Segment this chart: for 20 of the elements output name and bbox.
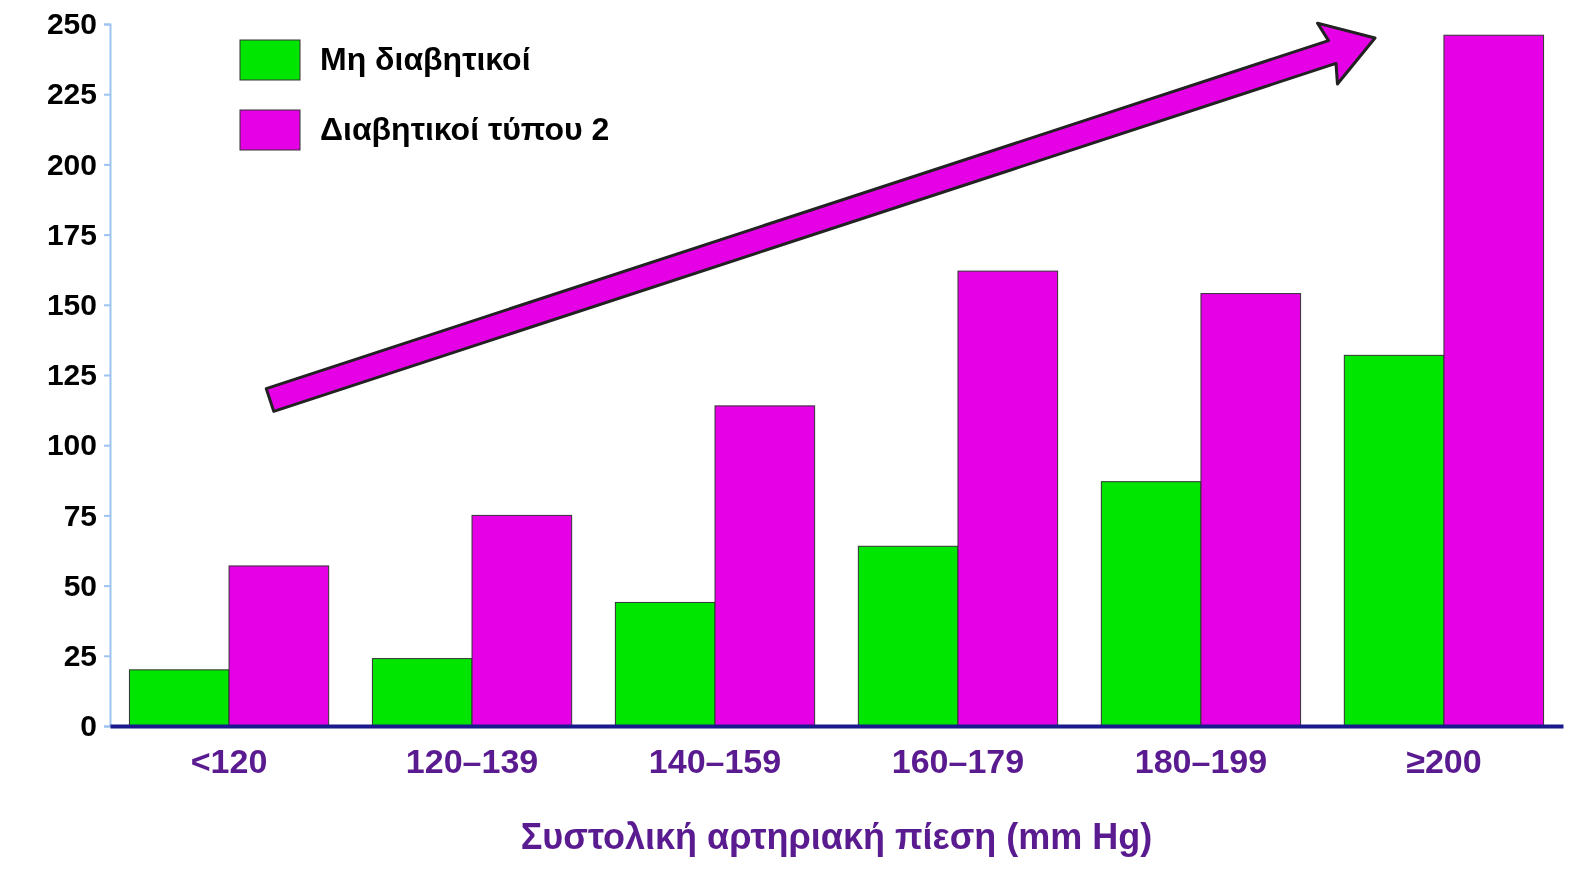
x-tick-label: 160–179: [891, 742, 1025, 780]
x-tick-label: ≥200: [1406, 742, 1482, 780]
legend-label: Μη διαβητικοί: [320, 41, 531, 77]
y-tick-label: 200: [46, 147, 97, 181]
y-tick-label: 0: [80, 709, 97, 743]
x-tick-label: 120–139: [405, 742, 539, 780]
x-tick-label: 180–199: [1134, 742, 1268, 780]
legend-label: Διαβητικοί τύπου 2: [320, 111, 610, 147]
y-tick-label: 75: [63, 498, 97, 532]
y-tick-label: 150: [46, 287, 97, 321]
x-tick-label: 140–159: [648, 742, 782, 780]
y-tick-label: 25: [63, 638, 97, 672]
y-tick-label: 125: [46, 358, 97, 392]
y-tick-label: 175: [46, 217, 97, 251]
x-axis-title: Συστολική αρτηριακή πίεση (mm Hg): [520, 816, 1153, 857]
y-tick-label: 225: [46, 77, 97, 111]
x-tick-label: <120: [190, 742, 268, 780]
y-tick-label: 250: [46, 7, 97, 41]
y-tick-label: 50: [63, 568, 97, 602]
y-tick-label: 100: [46, 428, 97, 462]
